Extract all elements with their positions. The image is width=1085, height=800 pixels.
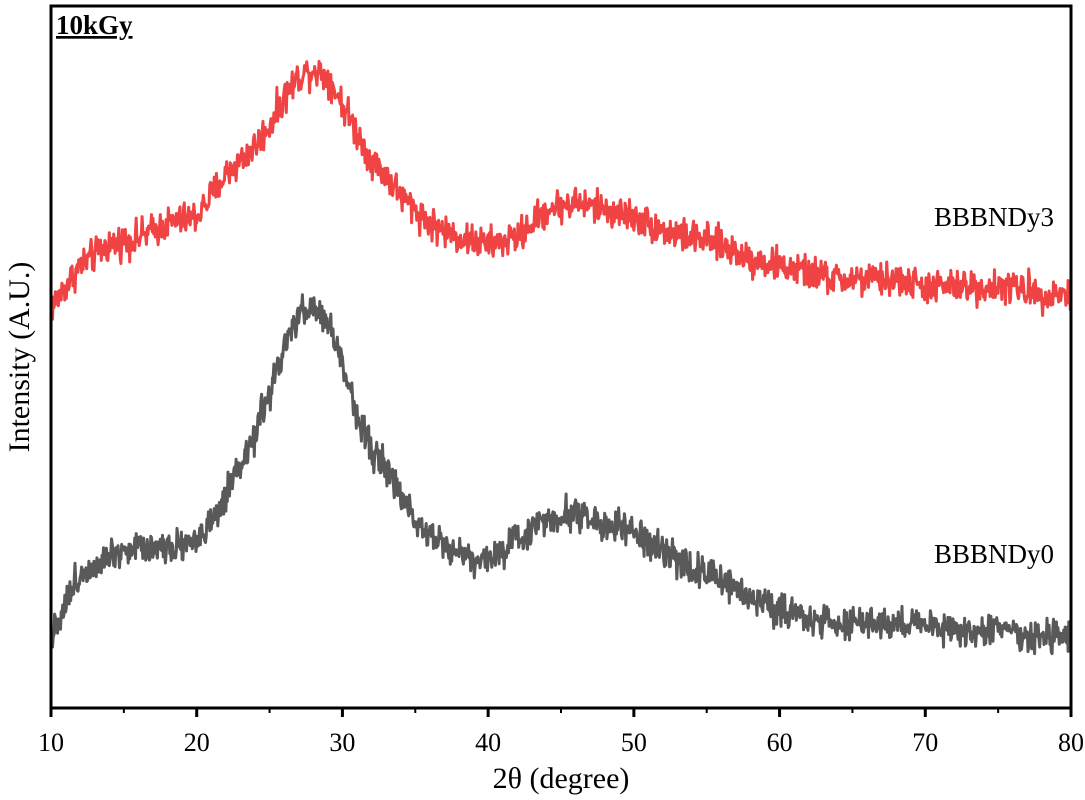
- plot-frame: [49, 4, 1073, 710]
- x-tick-label: 10: [38, 728, 64, 757]
- x-tick-label: 50: [621, 728, 647, 757]
- tick-layer: 10 20 30 40 50 60 70 80: [38, 708, 1084, 757]
- panel-label: 10kGy: [56, 10, 133, 40]
- series-label-bbbndy0: BBBNDy0: [934, 539, 1054, 569]
- x-tick-label: 20: [184, 728, 210, 757]
- series-label-bbbndy3: BBBNDy3: [934, 202, 1054, 232]
- x-tick-label: 80: [1058, 728, 1084, 757]
- x-tick-label: 30: [329, 728, 355, 757]
- x-tick-label: 40: [475, 728, 501, 757]
- x-axis-title: 2θ (degree): [493, 762, 630, 795]
- series-layer: [49, 59, 1073, 656]
- x-tick-label: 60: [767, 728, 793, 757]
- y-axis-title: Intensity (A.U.): [3, 262, 36, 453]
- series-line-bbbndy3: [49, 59, 1073, 321]
- series-line-bbbndy0: [49, 293, 1073, 656]
- x-tick-label: 70: [912, 728, 938, 757]
